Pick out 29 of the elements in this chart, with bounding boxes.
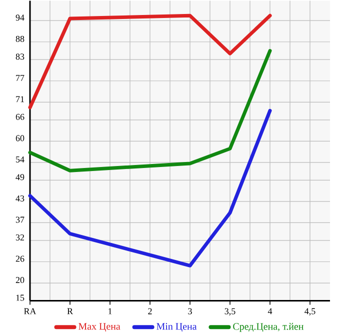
x-tick-label: 4: [268, 308, 272, 314]
y-tick-label: 94: [16, 14, 24, 21]
y-tick-label: 43: [16, 196, 24, 202]
y-tick-label: 49: [16, 174, 24, 180]
x-tick-label: R: [67, 308, 73, 314]
line-series: [28, 14, 272, 110]
y-tick-label: 88: [16, 36, 24, 42]
legend-label: Max Цена: [78, 323, 120, 332]
y-tick-label: 83: [16, 54, 24, 60]
y-tick-label: 26: [16, 256, 24, 262]
x-tick-label: 2: [148, 308, 152, 314]
line-series: [28, 49, 272, 172]
line-series: [28, 109, 272, 268]
x-tick-label: 1: [108, 308, 112, 314]
y-tick-label: 20: [16, 277, 24, 284]
x-tick-label: 4,5: [304, 308, 316, 316]
y-tick-label: 32: [16, 234, 24, 241]
x-tick-label: RA: [24, 308, 36, 314]
y-tick-label: 37: [16, 216, 24, 223]
x-tick-label: 3,5: [224, 308, 236, 316]
y-tick-label: 66: [16, 114, 24, 120]
legend-label: Сред.Цена, т.йен: [233, 323, 304, 332]
y-tick-label: 60: [16, 135, 24, 142]
y-tick-label: 54: [16, 156, 24, 163]
y-tick-label: 71: [16, 96, 24, 102]
y-tick-label: 15: [16, 294, 24, 301]
y-tick-label: 77: [16, 75, 24, 81]
x-tick-label: 3: [188, 308, 192, 314]
legend-label: Min Цена: [156, 323, 197, 332]
